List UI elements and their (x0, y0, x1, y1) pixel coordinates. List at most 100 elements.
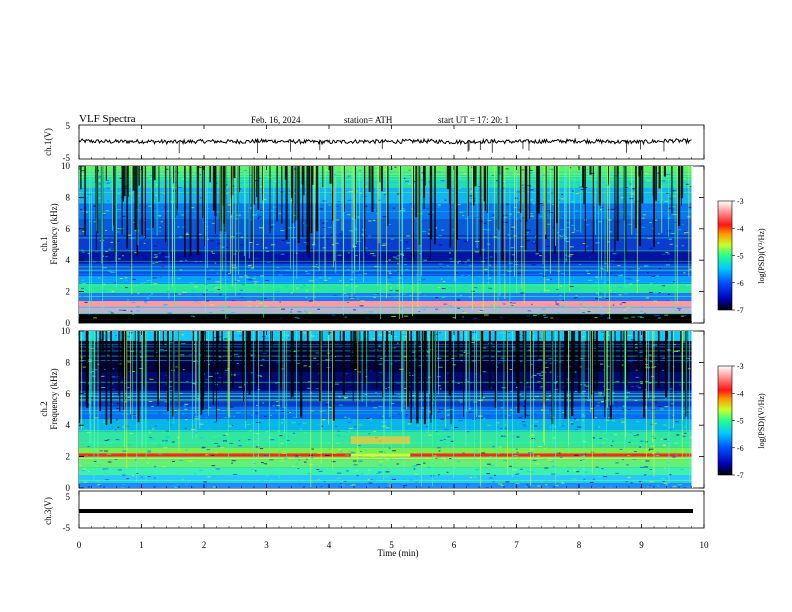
spectrogram-speckle (517, 458, 521, 460)
spectrogram-speckle (233, 353, 239, 355)
spectrogram-speckle (397, 263, 399, 265)
spectrogram-speckle (133, 221, 136, 223)
spectrogram-speckle (87, 486, 91, 488)
spectrogram-speckle (253, 281, 258, 283)
spectrogram-speckle (538, 402, 540, 404)
spectrogram-speckle (562, 345, 565, 347)
spectrogram-speckle (167, 312, 173, 314)
spectrogram-speckle (459, 401, 463, 403)
spectrogram-speckle (305, 297, 308, 299)
spectrogram-speckle (650, 423, 654, 425)
spectrogram-speckle (418, 365, 421, 367)
spectrogram-speckle (446, 414, 449, 416)
spectrogram-speckle (107, 331, 112, 333)
spectrogram-speckle (555, 381, 559, 383)
spectrogram-speckle (507, 332, 510, 334)
spectrogram-speckle (346, 176, 349, 178)
spectrogram-speckle (511, 226, 516, 228)
spectrogram-speckle (561, 445, 565, 447)
spectrogram-speckle (225, 433, 229, 435)
spectrogram-speckle (557, 312, 561, 314)
spectrogram-speckle (134, 252, 137, 254)
spectrogram-speckle (585, 308, 588, 310)
spectrogram-speckle (684, 231, 687, 233)
spectrogram-speckle (674, 350, 679, 352)
spectrogram-speckle (137, 340, 142, 342)
spectrogram-speckle (400, 239, 403, 241)
ch1-colorbar: -3-4-5-6-7 log(PSD)(V²/Hz) (717, 197, 766, 315)
spectrogram-speckle (540, 386, 543, 388)
spectrogram-speckle (406, 235, 411, 237)
spectrogram-speckle (593, 437, 595, 439)
spectrogram-speckle (595, 298, 599, 300)
spectrogram-speckle (463, 366, 467, 368)
spectrogram-speckle (644, 474, 647, 476)
spectrogram-speckle (315, 263, 318, 265)
spectrogram-speckle (132, 314, 135, 316)
ch1-spec-ytick-label: 0 (66, 318, 71, 328)
spectrogram-speckle (384, 487, 389, 488)
spectrogram-speckle (646, 180, 651, 182)
spectrogram-speckle (349, 485, 353, 487)
spectrogram-speckle (396, 342, 399, 344)
spectrogram-speckle (665, 425, 667, 427)
spectrogram-speckle (387, 276, 392, 278)
spectrogram-speckle (100, 297, 104, 299)
spectrogram-speckle (503, 221, 508, 223)
spectrogram-speckle (587, 279, 593, 281)
ch2-colorbar-tick-label: -5 (737, 417, 744, 426)
spectrogram-speckle (267, 487, 270, 488)
spectrogram-speckle (648, 247, 654, 249)
spectrogram-speckle (216, 286, 219, 288)
spectrogram-speckle (489, 477, 493, 479)
spectrogram-speckle (510, 302, 512, 304)
spectrogram-speckle (270, 226, 274, 228)
spectrogram-speckle (382, 243, 387, 245)
spectrogram-speckle (443, 303, 448, 305)
spectrogram-speckle (500, 484, 504, 486)
spectrogram-speckle (356, 240, 360, 242)
spectrogram-speckle (373, 293, 378, 295)
spectrogram-speckle (507, 414, 511, 416)
spectrogram-speckle (372, 413, 376, 415)
spectrogram-speckle (347, 417, 351, 419)
spectrogram-speckle (250, 372, 254, 374)
spectrogram-speckle (473, 287, 478, 289)
spectrogram-speckle (652, 437, 656, 439)
spectrogram-speckle (562, 412, 566, 414)
spectrogram-speckle (640, 466, 644, 468)
spectrogram-speckle (425, 426, 429, 428)
spectrogram-speckle (448, 305, 453, 307)
spectrogram-speckle (227, 306, 231, 308)
spectrogram-speckle (473, 279, 476, 281)
spectrogram-speckle (89, 201, 92, 203)
spectrogram-speckle (484, 257, 488, 259)
spectrogram-speckle (317, 353, 320, 355)
spectrogram-speckle (193, 316, 196, 318)
spectrogram-speckle (177, 317, 179, 319)
spectrogram-speckle (193, 344, 196, 346)
spectrogram-speckle (237, 293, 242, 295)
spectrogram-speckle (459, 291, 464, 293)
spectrogram-speckle (236, 363, 240, 365)
spectrogram-speckle (550, 317, 554, 319)
spectrogram-speckle (412, 181, 417, 183)
spectrogram-speckle (240, 296, 244, 298)
spectrogram-speckle (666, 230, 672, 232)
spectrogram-speckle (603, 476, 607, 478)
spectrogram-speckle (612, 253, 617, 255)
spectrogram-speckle (614, 434, 617, 436)
spectrogram-speckle (182, 369, 185, 371)
spectrogram-speckle (464, 218, 468, 220)
spectrogram-speckle (606, 184, 610, 186)
ch1-colorbar-tick-label: -6 (737, 279, 744, 288)
spectrogram-speckle (278, 212, 283, 214)
spectrogram-speckle (95, 345, 99, 347)
spectrogram-speckle (628, 360, 633, 362)
spectrogram-speckle (526, 186, 531, 188)
spectrogram-speckle (148, 400, 153, 402)
spectrogram-speckle (143, 302, 148, 304)
spectrogram-speckle (348, 191, 353, 193)
spectrogram-speckle (511, 304, 516, 306)
